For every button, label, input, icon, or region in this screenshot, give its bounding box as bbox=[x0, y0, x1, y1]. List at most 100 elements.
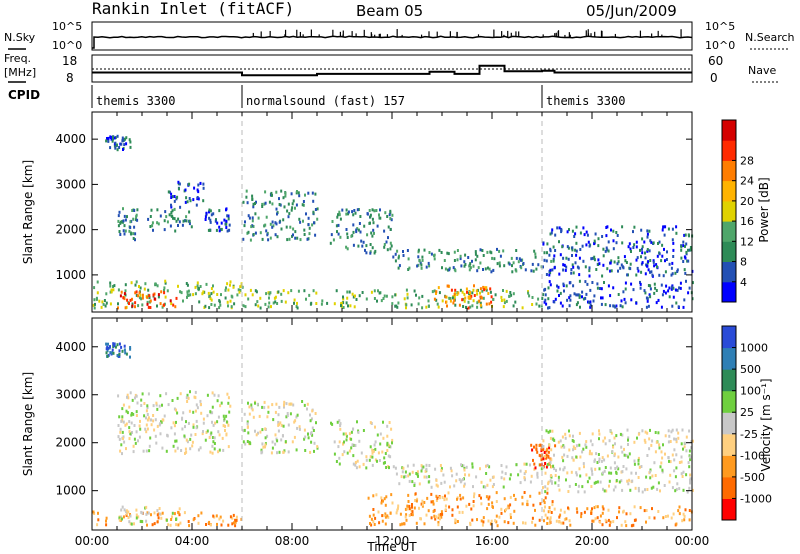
echo-cell bbox=[421, 255, 424, 259]
echo-cell bbox=[560, 230, 563, 234]
echo-cell bbox=[346, 451, 349, 455]
echo-cell bbox=[97, 511, 99, 515]
echo-cell bbox=[683, 445, 686, 449]
echo-cell bbox=[391, 501, 394, 505]
echo-cell bbox=[375, 493, 378, 497]
echo-cell bbox=[168, 190, 171, 194]
echo-cell bbox=[243, 224, 246, 228]
echo-cell bbox=[542, 445, 545, 448]
echo-cell bbox=[551, 500, 554, 504]
echo-cell bbox=[377, 289, 379, 293]
echo-cell bbox=[435, 292, 437, 295]
echo-cell bbox=[372, 513, 375, 517]
echo-cell bbox=[129, 298, 132, 302]
echo-cell bbox=[542, 457, 545, 461]
echo-cell bbox=[389, 217, 392, 221]
echo-cell bbox=[129, 231, 132, 235]
echo-cell bbox=[93, 298, 96, 302]
echo-cell bbox=[229, 280, 232, 284]
echo-cell bbox=[534, 523, 537, 527]
echo-cell bbox=[530, 474, 533, 478]
echo-cell bbox=[394, 466, 397, 470]
echo-cell bbox=[418, 482, 421, 486]
echo-cell bbox=[472, 288, 475, 292]
echo-cell bbox=[659, 465, 662, 469]
echo-cell bbox=[449, 466, 452, 470]
echo-cell bbox=[210, 292, 213, 296]
echo-cell bbox=[276, 439, 279, 443]
echo-cell bbox=[617, 455, 620, 459]
echo-cell bbox=[107, 139, 110, 143]
echo-cell bbox=[225, 219, 228, 223]
echo-cell bbox=[180, 291, 183, 295]
echo-cell bbox=[463, 299, 466, 303]
echo-cell bbox=[173, 207, 176, 211]
echo-cell bbox=[147, 217, 150, 221]
echo-cell bbox=[345, 438, 348, 442]
echo-cell bbox=[588, 269, 591, 273]
echo-cell bbox=[560, 521, 563, 525]
echo-cell bbox=[133, 424, 136, 427]
echo-cell bbox=[593, 506, 596, 510]
echo-cell bbox=[430, 492, 433, 496]
echo-cell bbox=[482, 516, 485, 520]
echo-cell bbox=[227, 396, 230, 400]
echo-cell bbox=[649, 239, 652, 243]
echo-cell bbox=[457, 291, 460, 295]
echo-cell bbox=[135, 215, 138, 219]
echo-cell bbox=[577, 266, 580, 270]
echo-cell bbox=[582, 226, 585, 230]
echo-cell bbox=[511, 270, 514, 274]
echo-cell bbox=[138, 424, 141, 428]
echo-cell bbox=[111, 351, 113, 355]
echo-cell bbox=[428, 264, 431, 268]
echo-cell bbox=[261, 202, 264, 206]
echo-cell bbox=[416, 264, 419, 268]
echo-cell bbox=[645, 475, 648, 479]
echo-cell bbox=[241, 285, 244, 289]
echo-cell bbox=[174, 449, 177, 453]
echo-cell bbox=[197, 197, 200, 201]
echo-cell bbox=[287, 291, 290, 295]
echo-cell bbox=[508, 262, 511, 266]
echo-cell bbox=[561, 435, 564, 439]
echo-cell bbox=[250, 403, 253, 407]
echo-cell bbox=[489, 290, 492, 294]
echo-cell bbox=[311, 223, 314, 227]
echo-cell bbox=[523, 491, 526, 494]
echo-cell bbox=[194, 396, 197, 400]
echo-cell bbox=[160, 290, 163, 294]
echo-cell bbox=[385, 495, 388, 499]
echo-cell bbox=[246, 420, 249, 424]
echo-cell bbox=[675, 466, 678, 470]
echo-cell bbox=[612, 286, 615, 290]
echo-cell bbox=[578, 295, 581, 299]
echo-cell bbox=[659, 489, 661, 493]
echo-cell bbox=[616, 465, 619, 469]
echo-cell bbox=[623, 255, 626, 259]
echo-cell bbox=[681, 519, 684, 523]
echo-cell bbox=[354, 294, 356, 298]
echo-cell bbox=[551, 503, 554, 507]
echo-cell bbox=[448, 268, 451, 272]
echo-cell bbox=[447, 491, 450, 495]
echo-cell bbox=[472, 504, 475, 508]
echo-cell bbox=[144, 506, 147, 510]
cpid-label: CPID bbox=[8, 88, 40, 102]
echo-cell bbox=[379, 216, 382, 220]
echo-cell bbox=[614, 467, 617, 470]
echo-cell bbox=[543, 300, 546, 304]
echo-cell bbox=[383, 229, 386, 233]
echo-cell bbox=[615, 241, 618, 245]
colorbar-swatch bbox=[722, 476, 736, 499]
y-tick-label: 2000 bbox=[55, 436, 86, 450]
echo-cell bbox=[150, 513, 152, 517]
echo-cell bbox=[483, 288, 486, 292]
echo-cell bbox=[254, 429, 256, 433]
echo-cell bbox=[362, 462, 365, 466]
echo-cell bbox=[575, 225, 578, 229]
echo-cell bbox=[575, 303, 578, 307]
echo-cell bbox=[479, 287, 482, 291]
echo-cell bbox=[646, 235, 649, 239]
echo-cell bbox=[287, 215, 290, 219]
